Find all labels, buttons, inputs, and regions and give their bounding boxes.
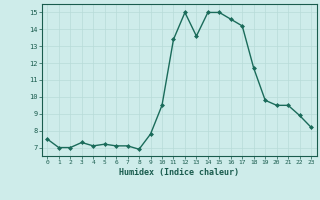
X-axis label: Humidex (Indice chaleur): Humidex (Indice chaleur) xyxy=(119,168,239,177)
